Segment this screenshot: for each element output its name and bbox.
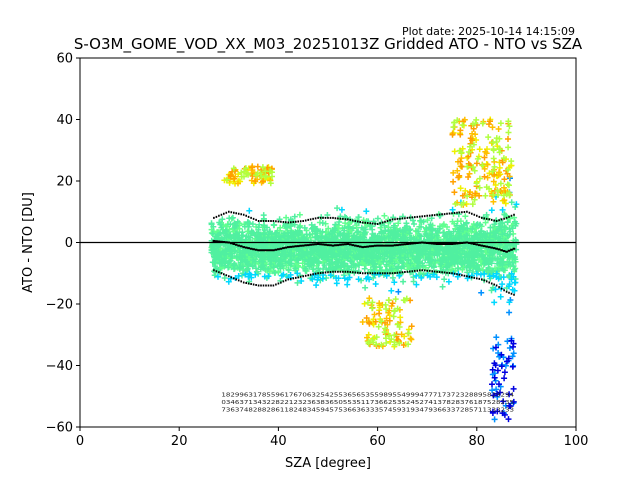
y-axis-label: ATO - NTO [DU]	[21, 192, 36, 293]
stat-row-text: 1829963178559617670632542553656535598955…	[221, 392, 514, 398]
scatter-marker-group	[224, 116, 515, 348]
bin-statistics-text: 1829963178559617670632542553656535598955…	[221, 392, 514, 413]
stat-row-text: 7363748288286118248345945753663633357459…	[221, 407, 514, 413]
statistics-curves-layer	[80, 210, 576, 296]
y-tick-label: −20	[46, 298, 73, 313]
x-tick-label: 40	[270, 434, 287, 449]
stat-row-text: 0346371343228221232363836505535117366253…	[221, 400, 514, 406]
x-axis-label: SZA [degree]	[285, 456, 371, 471]
lower-sigma-curve	[213, 269, 515, 296]
x-tick-label: 0	[76, 434, 84, 449]
y-tick-label: 0	[65, 236, 73, 251]
plot-date-label: Plot date: 2025-10-14 14:15:09	[402, 25, 575, 38]
y-tick-label: 60	[56, 52, 73, 67]
y-tick-label: 40	[56, 113, 73, 128]
y-tick-label: 20	[56, 175, 73, 190]
axis-ticks-layer: 0 20 40 60 80 100 −60 −40 −20 0 20 40 60	[46, 52, 589, 450]
x-tick-label: 80	[469, 434, 486, 449]
chart-title: S-O3M_GOME_VOD_XX_M03_20251013Z Gridded …	[74, 35, 583, 54]
y-tick-label: −40	[46, 359, 73, 374]
upper-sigma-curve	[213, 210, 515, 225]
x-tick-label: 60	[369, 434, 386, 449]
mean-curve	[212, 240, 516, 253]
y-tick-label: −60	[46, 421, 73, 436]
scatter-marker-group	[489, 337, 517, 423]
x-tick-label: 20	[171, 434, 188, 449]
x-tick-label: 100	[564, 434, 589, 449]
